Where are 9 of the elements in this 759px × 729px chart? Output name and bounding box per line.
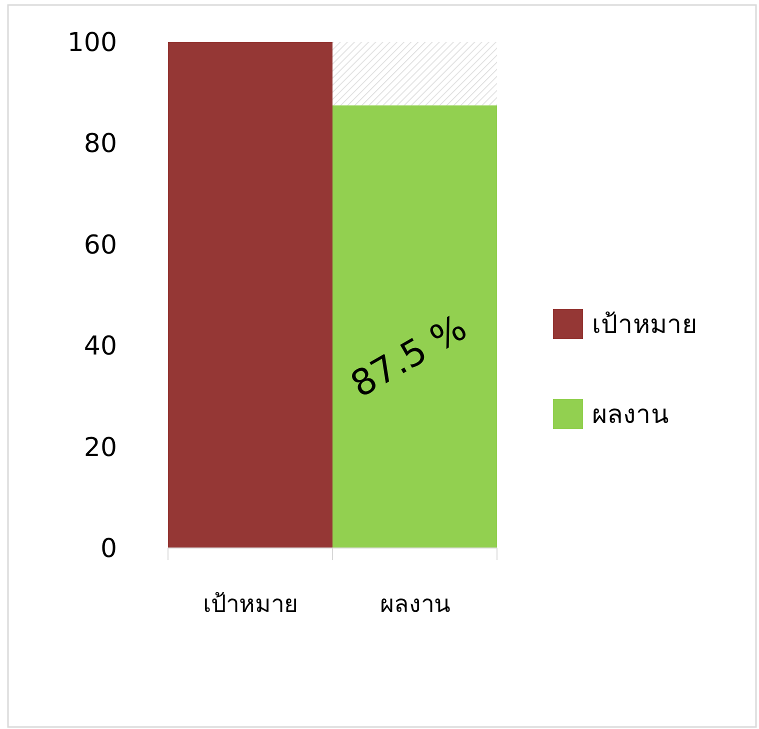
legend-label: เป้าหมาย <box>592 310 697 340</box>
y-tick-label: 100 <box>67 28 117 58</box>
y-tick-label: 0 <box>100 534 117 564</box>
y-tick-label: 60 <box>84 230 117 260</box>
y-tick-label: 80 <box>84 129 117 160</box>
legend-label: ผลงาน <box>592 400 669 430</box>
y-tick-label: 40 <box>84 332 117 362</box>
data-label: 87.5 % <box>344 307 474 406</box>
y-tick-label: 20 <box>84 432 117 463</box>
